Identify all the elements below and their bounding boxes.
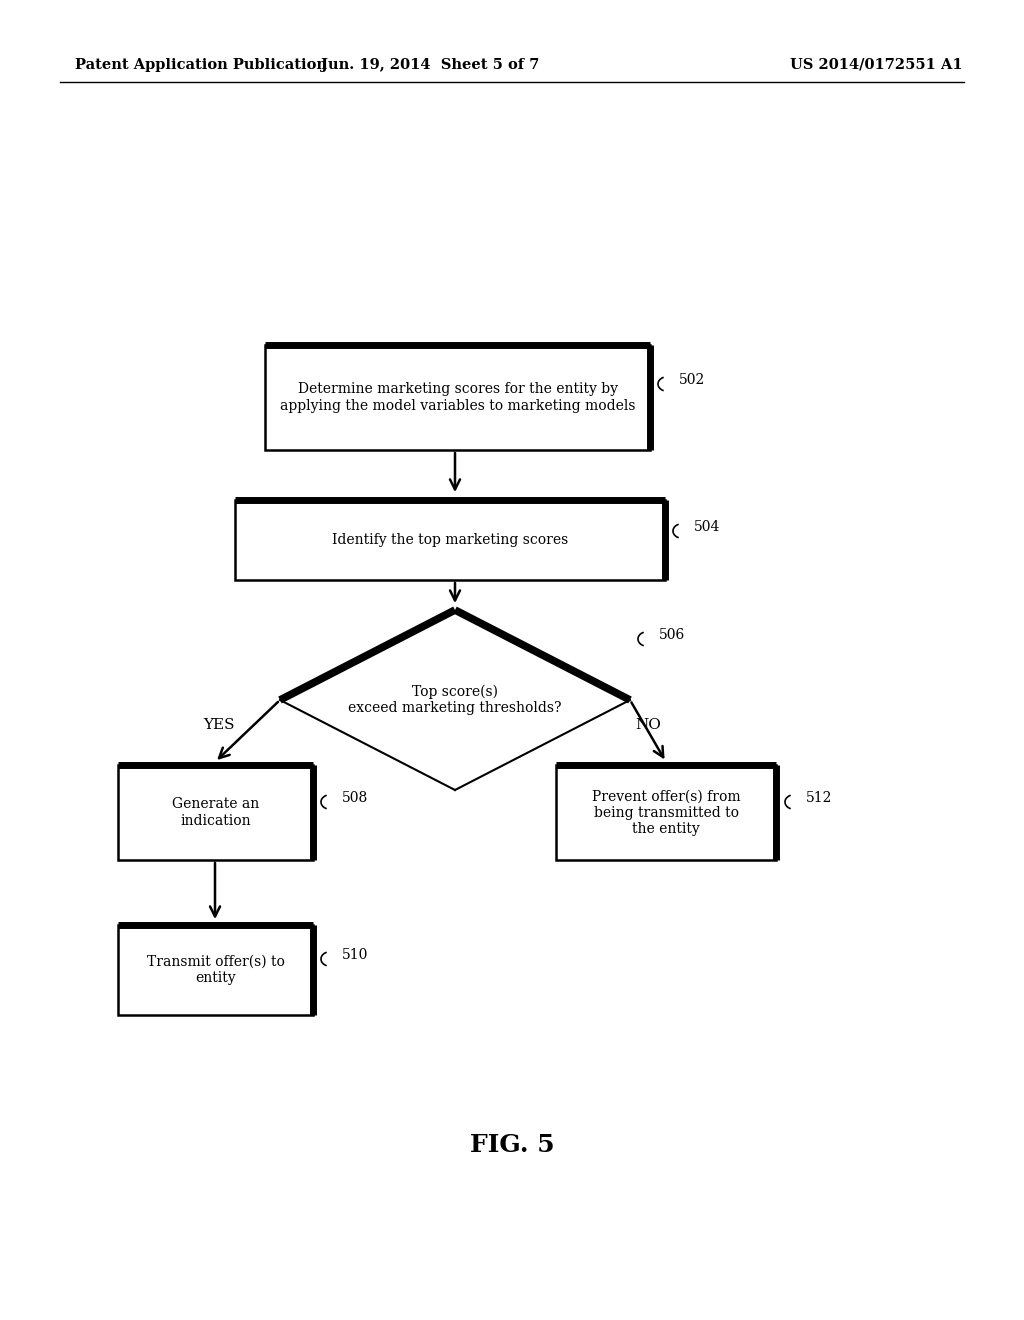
Text: 512: 512 <box>806 791 833 805</box>
Text: Identify the top marketing scores: Identify the top marketing scores <box>332 533 568 546</box>
Polygon shape <box>118 925 313 1015</box>
Text: 508: 508 <box>342 791 369 805</box>
Text: Jun. 19, 2014  Sheet 5 of 7: Jun. 19, 2014 Sheet 5 of 7 <box>321 58 540 73</box>
Polygon shape <box>556 766 776 861</box>
Text: Top score(s)
exceed marketing thresholds?: Top score(s) exceed marketing thresholds… <box>348 685 562 715</box>
Text: NO: NO <box>635 718 660 733</box>
Text: Transmit offer(s) to
entity: Transmit offer(s) to entity <box>146 954 285 985</box>
Text: Prevent offer(s) from
being transmitted to
the entity: Prevent offer(s) from being transmitted … <box>592 789 740 836</box>
Text: 506: 506 <box>659 628 685 642</box>
Polygon shape <box>118 766 313 861</box>
Text: US 2014/0172551 A1: US 2014/0172551 A1 <box>790 58 963 73</box>
Polygon shape <box>265 345 650 450</box>
Text: Generate an
indication: Generate an indication <box>172 797 259 828</box>
Text: 502: 502 <box>679 374 706 387</box>
Polygon shape <box>234 500 665 579</box>
Text: Determine marketing scores for the entity by
applying the model variables to mar: Determine marketing scores for the entit… <box>280 383 635 413</box>
Text: FIG. 5: FIG. 5 <box>470 1133 554 1158</box>
Text: YES: YES <box>204 718 234 733</box>
Text: 510: 510 <box>342 948 369 962</box>
Text: 504: 504 <box>694 520 720 535</box>
Text: Patent Application Publication: Patent Application Publication <box>75 58 327 73</box>
